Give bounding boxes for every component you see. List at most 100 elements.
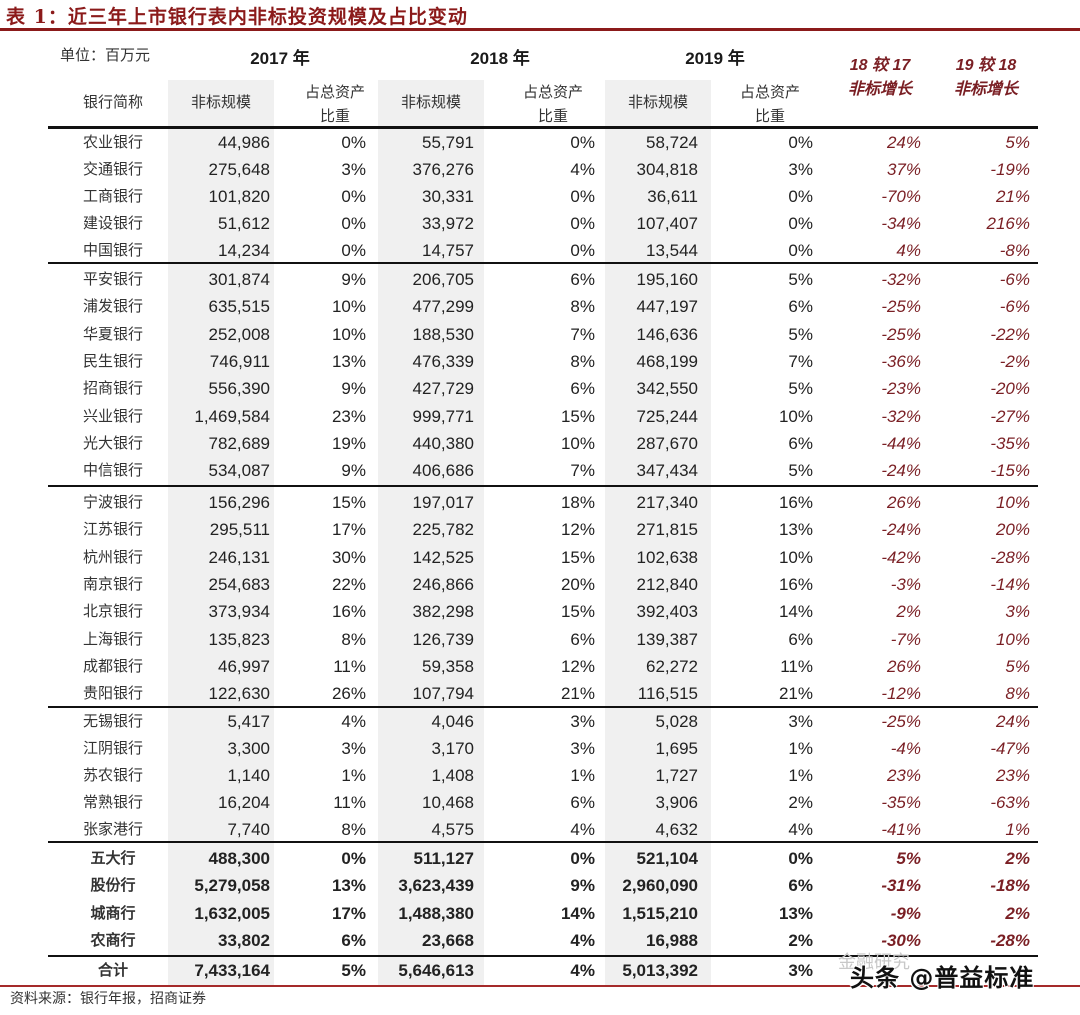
group-rule-big5 [48, 262, 1038, 264]
scale-2019-cell: 725,244 [636, 406, 698, 426]
ratio-2017-cell: 15% [331, 493, 366, 512]
ratio-2019-cell: 16% [778, 493, 813, 512]
scale-2017-cell: 1,632,005 [194, 903, 270, 923]
table-row: 上海银行 135,823 8% 126,739 6% 139,387 6% -7% 10% [0, 626, 1080, 653]
scale-2019-cell: 1,727 [655, 766, 698, 785]
growth-18v17-cell: -25% [881, 297, 921, 317]
table-row: 南京银行 254,683 22% 246,866 20% 212,840 16% -3% -14… [0, 571, 1080, 598]
table-row: 无锡银行 5,417 4% 4,046 3% 5,028 3% -25% 24% [0, 708, 1080, 735]
ratio-2019-cell: 3% [788, 712, 813, 731]
scale-2019-cell: 271,815 [636, 520, 698, 540]
scale-2019-cell: 468,199 [636, 351, 698, 371]
title-underline [0, 28, 1080, 31]
table-row: 贵阳银行 122,630 26% 107,794 21% 116,515 21% -12% 8% [0, 680, 1080, 707]
scale-2019-cell: 16,988 [646, 930, 698, 950]
scale-2019-cell: 3,906 [655, 793, 698, 812]
scale-2019-cell: 2,960,090 [622, 876, 698, 896]
header-2017-ratio-line1: 占总资产 [304, 83, 365, 101]
growth-18v17-cell: -7% [890, 629, 921, 649]
ratio-2017-cell: 26% [331, 684, 366, 704]
ratio-2018-cell: 12% [560, 520, 595, 540]
scale-2018-cell: 1,488,380 [398, 903, 474, 923]
scale-2019-cell: 447,197 [636, 297, 698, 317]
scale-2018-cell: 376,276 [412, 160, 474, 179]
ratio-2017-cell: 0% [341, 133, 366, 152]
summary-row: 股份行 5,279,058 13% 3,623,439 9% 2,960,090 6% -31… [0, 872, 1080, 899]
ratio-2019-cell: 11% [780, 656, 813, 676]
table-row: 平安银行 301,874 9% 206,705 6% 195,160 5% -32% -6% [0, 266, 1080, 293]
ratio-2019-cell: 3% [788, 961, 813, 980]
ratio-2018-cell: 6% [570, 270, 595, 289]
growth-18v17-cell: 24% [886, 133, 921, 152]
scale-2018-cell: 126,739 [412, 629, 474, 649]
ratio-2019-cell: 0% [788, 187, 813, 206]
ratio-2018-cell: 18% [560, 493, 595, 512]
ratio-2018-cell: 0% [570, 187, 595, 206]
ratio-2019-cell: 6% [788, 433, 813, 453]
bank-name-cell: 合计 [97, 961, 128, 979]
scale-2017-cell: 156,296 [208, 493, 270, 512]
table-title: 表 1：近三年上市银行表内非标投资规模及占比变动 [6, 6, 468, 28]
growth-18v17-cell: -32% [881, 406, 921, 426]
bank-name-cell: 宁波银行 [82, 493, 143, 511]
header-year-2018: 2018 年 [470, 49, 530, 68]
growth-18v17-cell: -32% [881, 270, 921, 289]
header-growth-19v18: 19 较 18 非标增长 [936, 54, 1036, 102]
ratio-2019-cell: 0% [788, 214, 813, 233]
scale-2018-cell: 23,668 [422, 930, 474, 950]
ratio-2018-cell: 0% [570, 241, 595, 260]
header-year-2017: 2017 年 [250, 49, 310, 68]
scale-2019-cell: 1,695 [655, 739, 698, 758]
table-row: 工商银行 101,820 0% 30,331 0% 36,611 0% -70% 21% [0, 183, 1080, 210]
growth-18v17-cell: -44% [881, 433, 921, 453]
bank-name-cell: 上海银行 [82, 629, 143, 648]
scale-2017-cell: 5,417 [227, 712, 270, 731]
scale-2017-cell: 122,630 [208, 684, 270, 704]
scale-2018-cell: 59,358 [422, 656, 474, 676]
bank-name-cell: 杭州银行 [82, 547, 143, 566]
bank-name-cell: 股份行 [90, 876, 136, 895]
header-rule [48, 126, 1038, 129]
ratio-2019-cell: 2% [788, 793, 813, 812]
ratio-2019-cell: 0% [788, 849, 813, 868]
scale-2019-cell: 195,160 [636, 270, 698, 289]
header-2019-ratio-line2: 比重 [754, 107, 785, 125]
bank-name-cell: 兴业银行 [82, 406, 143, 425]
growth-18v17-cell: -4% [890, 739, 921, 758]
ratio-2018-cell: 15% [560, 547, 595, 567]
table-row: 江阴银行 3,300 3% 3,170 3% 1,695 1% -4% -47% [0, 735, 1080, 762]
table-row: 浦发银行 635,515 10% 477,299 8% 447,197 6% -25% -6% [0, 293, 1080, 320]
bank-name-cell: 工商银行 [82, 187, 143, 205]
bank-name-cell: 交通银行 [82, 160, 143, 178]
ratio-2017-cell: 1% [341, 766, 366, 785]
growth-19v18-cell: -18% [990, 876, 1030, 896]
scale-2019-cell: 217,340 [636, 493, 698, 512]
ratio-2019-cell: 13% [778, 520, 813, 540]
summary-row: 城商行 1,632,005 17% 1,488,380 14% 1,515,210 13% -… [0, 900, 1080, 927]
scale-2019-cell: 102,638 [636, 547, 698, 567]
ratio-2019-cell: 5% [788, 270, 813, 289]
bank-name-cell: 中信银行 [82, 461, 143, 480]
growth-18v17-cell: -42% [881, 547, 921, 567]
header-2018-ratio: 占总资产 比重 [508, 80, 598, 128]
summary-row: 五大行 488,300 0% 511,127 0% 521,104 0% 5% 2% [0, 845, 1080, 872]
scale-2019-cell: 1,515,210 [622, 903, 698, 923]
growth-19v18-cell: -2% [999, 351, 1030, 371]
scale-2018-cell: 406,686 [412, 461, 474, 481]
growth-19v18-cell: 5% [1005, 133, 1030, 152]
bank-name-cell: 农商行 [90, 930, 136, 949]
scale-2019-cell: 13,544 [646, 241, 698, 260]
scale-2018-cell: 476,339 [412, 351, 474, 371]
total-row: 合计 7,433,164 5% 5,646,613 4% 5,013,392 3% [0, 957, 1080, 984]
scale-2019-cell: 139,387 [636, 629, 698, 649]
growth-19v18-cell: -28% [990, 930, 1030, 950]
ratio-2017-cell: 9% [341, 270, 366, 289]
ratio-2017-cell: 11% [333, 656, 366, 676]
scale-2017-cell: 556,390 [208, 379, 270, 399]
bank-name-cell: 光大银行 [82, 433, 143, 452]
table-row: 成都银行 46,997 11% 59,358 12% 62,272 11% 26% 5% [0, 653, 1080, 680]
watermark: 头条 @普益标准 [850, 964, 1035, 992]
growth-19v18-cell: -8% [999, 241, 1030, 260]
scale-2018-cell: 4,575 [431, 820, 474, 839]
scale-2018-cell: 33,972 [422, 214, 474, 233]
